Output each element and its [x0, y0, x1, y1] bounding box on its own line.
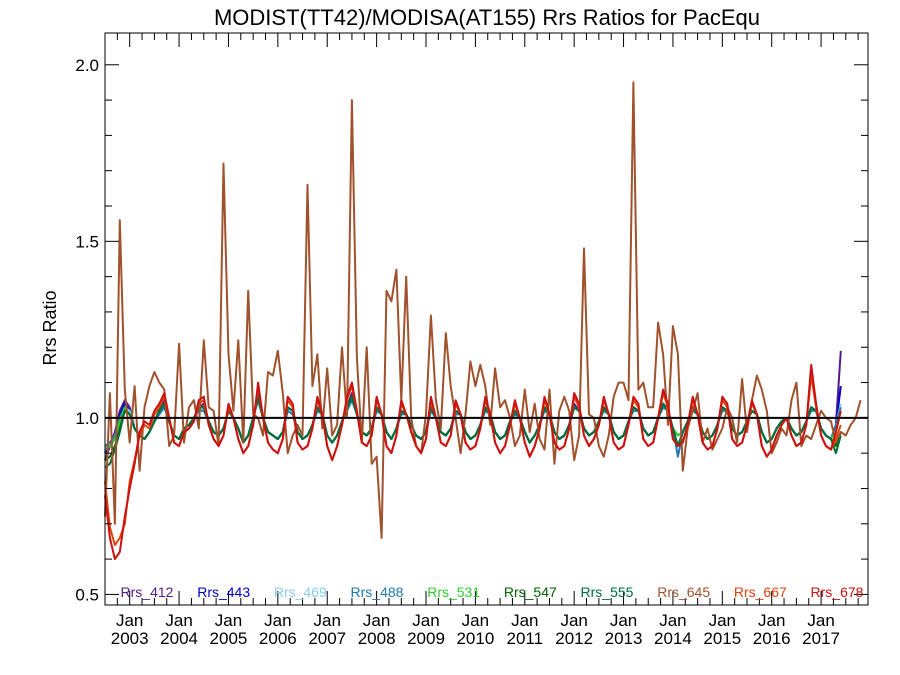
x-tick-month-label: Jan: [709, 611, 736, 630]
y-tick-label: 0.5: [75, 585, 99, 604]
series-line-rrs-645: [104, 81, 862, 539]
x-tick-year-label: 2010: [456, 629, 494, 648]
series-layer: [104, 81, 862, 561]
legend-entry-rrs-547: Rrs_547: [504, 584, 557, 600]
x-tick-year-label: 2005: [210, 629, 248, 648]
x-tick-month-label: Jan: [610, 611, 637, 630]
chart-title: MODIST(TT42)/MODISA(AT155) Rrs Ratios fo…: [214, 5, 760, 30]
plot-frame: [104, 32, 869, 606]
x-tick-month-label: Jan: [659, 611, 686, 630]
x-tick-month-label: Jan: [363, 611, 390, 630]
x-tick-month-label: Jan: [165, 611, 192, 630]
x-tick-month-label: Jan: [462, 611, 489, 630]
x-tick-month-label: Jan: [758, 611, 785, 630]
y-tick-label: 1.5: [75, 232, 99, 251]
ticks-layer: 0.51.01.52.0Jan2003Jan2004Jan2005Jan2006…: [75, 33, 868, 648]
legend-entry-rrs-443: Rrs_443: [197, 584, 250, 600]
x-tick-year-label: 2017: [802, 629, 840, 648]
x-tick-year-label: 2016: [753, 629, 791, 648]
legend-entry-rrs-469: Rrs_469: [274, 584, 327, 600]
x-tick-year-label: 2007: [308, 629, 346, 648]
x-tick-month-label: Jan: [264, 611, 291, 630]
legend-entry-rrs-531: Rrs_531: [427, 584, 480, 600]
x-tick-month-label: Jan: [116, 611, 143, 630]
legend-entry-rrs-412: Rrs_412: [121, 584, 174, 600]
x-tick-year-label: 2015: [703, 629, 741, 648]
legend-entry-rrs-645: Rrs_645: [657, 584, 710, 600]
legend-entry-rrs-555: Rrs_555: [581, 584, 634, 600]
x-tick-year-label: 2006: [259, 629, 297, 648]
legend: Rrs_412 Rrs_443 Rrs_469 Rrs_488 Rrs_531 Rrs_5…: [121, 584, 864, 600]
y-tick-label: 1.0: [75, 409, 99, 428]
y-axis-label: Rrs Ratio: [40, 290, 60, 365]
series-line-rrs-678: [104, 363, 842, 561]
legend-entry-rrs-678: Rrs_678: [811, 584, 864, 600]
x-tick-year-label: 2009: [407, 629, 445, 648]
x-tick-month-label: Jan: [215, 611, 242, 630]
series-line-rrs-667: [104, 374, 842, 546]
x-tick-month-label: Jan: [511, 611, 538, 630]
x-tick-year-label: 2004: [160, 629, 198, 648]
x-tick-month-label: Jan: [412, 611, 439, 630]
x-tick-month-label: Jan: [807, 611, 834, 630]
legend-entry-rrs-667: Rrs_667: [734, 584, 787, 600]
x-tick-year-label: 2013: [605, 629, 643, 648]
x-tick-year-label: 2014: [654, 629, 692, 648]
series-line-rrs-412: [104, 350, 842, 461]
legend-entry-rrs-488: Rrs_488: [351, 584, 404, 600]
x-tick-month-label: Jan: [560, 611, 587, 630]
y-tick-label: 2.0: [75, 56, 99, 75]
x-tick-year-label: 2003: [111, 629, 149, 648]
x-tick-year-label: 2012: [555, 629, 593, 648]
x-tick-year-label: 2008: [358, 629, 396, 648]
x-tick-month-label: Jan: [314, 611, 341, 630]
x-tick-year-label: 2011: [506, 629, 543, 648]
